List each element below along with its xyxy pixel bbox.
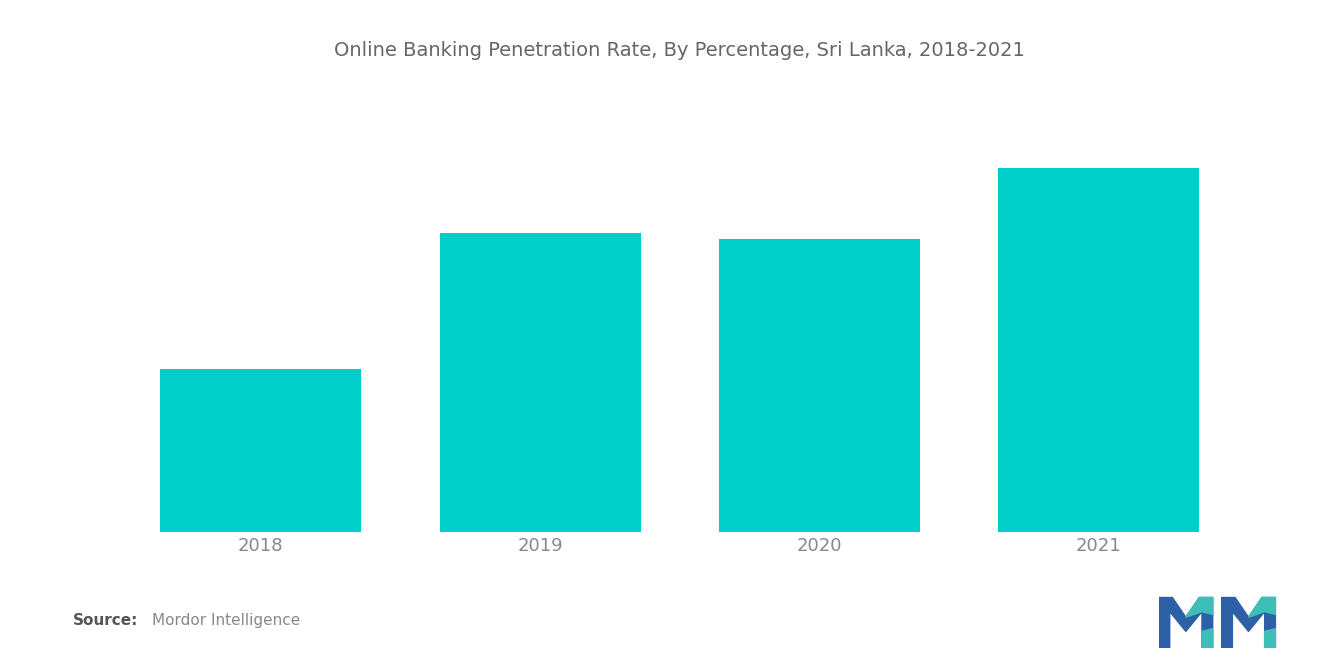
Polygon shape [1159,597,1213,648]
Text: Source:: Source: [73,613,139,628]
Polygon shape [1203,628,1213,648]
Bar [998,168,1200,532]
Bar [160,369,362,532]
Text: Mordor Intelligence: Mordor Intelligence [152,613,300,628]
Title: Online Banking Penetration Rate, By Percentage, Sri Lanka, 2018-2021: Online Banking Penetration Rate, By Perc… [334,41,1026,60]
Polygon shape [1185,597,1213,617]
Bar [440,233,640,532]
Polygon shape [1265,628,1275,648]
Polygon shape [1249,597,1275,617]
Bar [719,239,920,532]
Polygon shape [1221,597,1275,648]
